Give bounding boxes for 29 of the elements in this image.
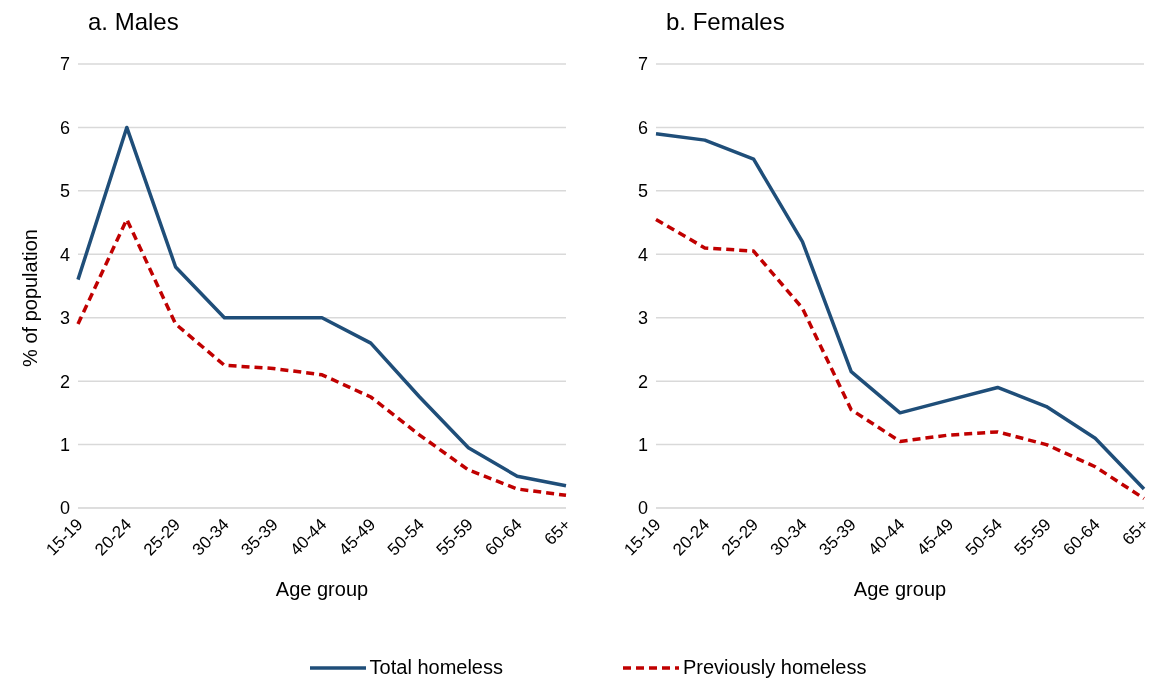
y-tick-label: 0 [59, 498, 70, 519]
y-tick-label: 3 [59, 308, 70, 329]
x-tick-label: 65+ [1118, 515, 1153, 549]
x-tick-label: 65+ [540, 515, 575, 549]
chart-title: a. Males [88, 8, 179, 36]
legend-label: Total homeless [369, 656, 503, 679]
y-tick-label: 6 [59, 117, 70, 138]
line-series [76, 217, 568, 498]
y-tick-label: 7 [637, 54, 648, 75]
line-series [654, 132, 1146, 491]
x-axis-title: Age group [275, 578, 369, 600]
y-tick-label: 5 [637, 181, 648, 202]
line-series [654, 217, 1146, 501]
line-series [76, 125, 568, 488]
x-axis-title: Age group [853, 578, 947, 600]
y-tick-label: 6 [637, 117, 648, 138]
y-tick-label: 1 [59, 434, 70, 455]
y-tick-label: 3 [637, 308, 648, 329]
y-tick-label: 4 [637, 244, 648, 265]
y-tick-label: 5 [59, 181, 70, 202]
y-tick-label: 4 [59, 244, 70, 265]
chart-title: b. Females [666, 8, 785, 36]
y-tick-label: 1 [637, 434, 648, 455]
y-tick-label: 0 [637, 498, 648, 519]
y-tick-label: 2 [59, 371, 70, 392]
y-tick-label: 2 [637, 371, 648, 392]
legend-label: Previously homeless [682, 656, 867, 679]
y-tick-label: 7 [59, 54, 70, 75]
y-axis-title: % of population [18, 229, 42, 367]
